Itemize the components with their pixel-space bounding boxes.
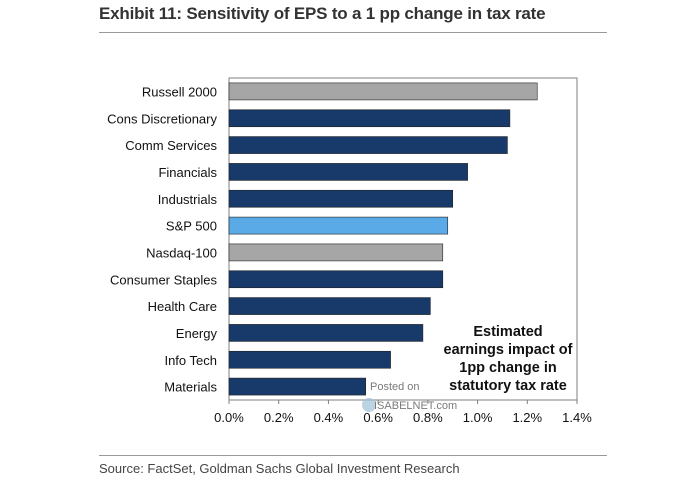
globe-icon (362, 398, 376, 412)
x-tick-label: 0.0% (214, 410, 244, 425)
bar-health-care (228, 297, 431, 315)
title-divider (99, 32, 607, 33)
category-label: Info Tech (164, 353, 217, 368)
category-label: Energy (176, 326, 218, 341)
x-tick-label: 0.8% (413, 410, 443, 425)
chart-annotation: Estimated earnings impact of 1pp change … (443, 324, 573, 394)
x-tick-label: 1.0% (463, 410, 493, 425)
category-label: Cons Discretionary (107, 111, 217, 126)
x-tick-label: 0.6% (363, 410, 393, 425)
footer-divider (99, 455, 607, 456)
category-label: Nasdaq-100 (146, 245, 217, 260)
category-label: Russell 2000 (142, 84, 217, 99)
category-label: Comm Services (125, 138, 217, 153)
bar-energy (228, 324, 424, 342)
source-note: Source: FactSet, Goldman Sachs Global In… (99, 461, 460, 476)
bar-info-tech (228, 350, 391, 369)
chart-title: Exhibit 11: Sensitivity of EPS to a 1 pp… (99, 4, 546, 23)
category-label: Consumer Staples (110, 272, 217, 287)
bar-cons-discretionary (228, 109, 511, 128)
bar-industrials (228, 189, 454, 208)
x-tick-label: 0.2% (264, 410, 294, 425)
category-label: Industrials (158, 192, 218, 207)
category-label: Health Care (148, 299, 217, 314)
category-label: S&P 500 (166, 219, 217, 234)
watermark-line2: ISABELNET.com (374, 400, 458, 412)
x-tick-label: 1.2% (512, 410, 542, 425)
category-label: Materials (164, 380, 217, 395)
bar-s-p-500 (228, 216, 449, 235)
bar-comm-services (228, 136, 508, 154)
bar-russell-2000 (228, 82, 538, 101)
category-label: Financials (158, 165, 217, 180)
plot-area (228, 77, 578, 401)
x-tick-label: 0.4% (314, 410, 344, 425)
bar-materials (228, 377, 367, 396)
bar-consumer-staples (228, 270, 444, 289)
bar-nasdaq-100 (228, 243, 444, 262)
x-tick-label: 1.4% (562, 410, 592, 425)
bar-financials (228, 163, 468, 181)
watermark-line1: Posted on (370, 381, 420, 393)
